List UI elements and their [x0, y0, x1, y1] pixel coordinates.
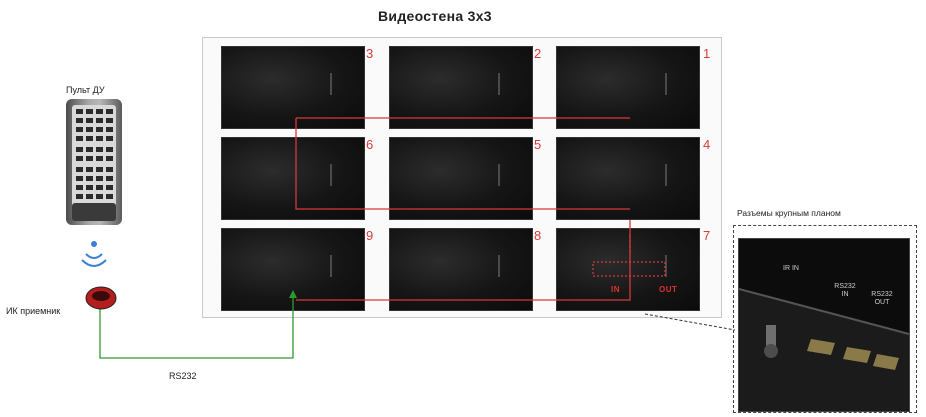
- remote-control: [66, 99, 122, 225]
- connector-ports-icon: [739, 288, 909, 411]
- rs232-label: RS232: [169, 371, 197, 381]
- screen-2: [389, 46, 533, 129]
- screen-3: [221, 46, 365, 129]
- screen-4: [556, 137, 700, 220]
- connectors-closeup: IR IN RS232 IN RS232 OUT: [738, 238, 910, 412]
- screen-number: 1: [703, 46, 711, 61]
- zoom-pointer: [644, 313, 736, 331]
- screen-number: 5: [534, 137, 542, 152]
- video-wall-title: Видеостена 3х3: [378, 8, 492, 24]
- screen-6: [221, 137, 365, 220]
- screen-7: [556, 228, 700, 311]
- remote-buttons-icon: [72, 105, 116, 221]
- ir-signal-icon: [81, 241, 107, 267]
- screen-8: [389, 228, 533, 311]
- rs232-in-label: RS232 IN: [834, 283, 856, 298]
- remote-label: Пульт ДУ: [66, 85, 105, 95]
- ir-receiver-icon: [85, 286, 117, 310]
- screen-number: 8: [534, 228, 542, 243]
- screen-number: 3: [366, 46, 374, 61]
- ir-receiver-label: ИК приемник: [6, 306, 61, 316]
- rs232-out-label: RS232 OUT: [871, 291, 893, 306]
- screen7-in-label: IN: [611, 285, 620, 294]
- ir-port-label: IR IN: [783, 265, 799, 272]
- video-wall: 3 2 1 6 5 4 9 8 7 IN OUT: [202, 37, 722, 318]
- screen-9: [221, 228, 365, 311]
- screen-number: 9: [366, 228, 374, 243]
- arrow-icon: [289, 290, 297, 298]
- rs232-daisy-chain: [295, 117, 666, 301]
- zoom-caption: Разъемы крупным планом: [737, 208, 841, 218]
- screen7-out-label: OUT: [659, 285, 678, 294]
- screen-5: [389, 137, 533, 220]
- rs232-cable: [99, 296, 294, 359]
- screen-1: [556, 46, 700, 129]
- screen-number: 2: [534, 46, 542, 61]
- screen-number: 4: [703, 137, 711, 152]
- zoom-frame: [733, 225, 917, 413]
- screen-number: 7: [703, 228, 711, 243]
- screen-number: 6: [366, 137, 374, 152]
